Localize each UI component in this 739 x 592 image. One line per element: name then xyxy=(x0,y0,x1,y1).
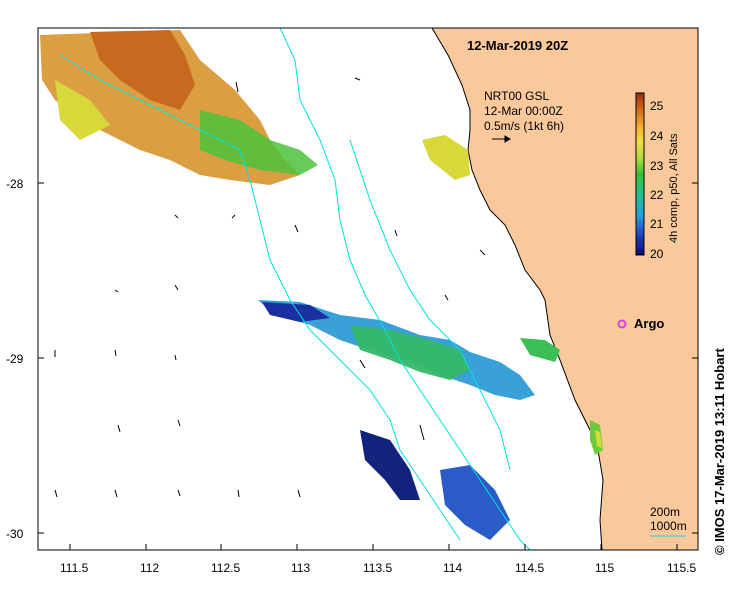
sst-dark-blue-west xyxy=(262,302,330,322)
x-tick-label: 113 xyxy=(291,561,310,575)
sst-dark-blue-south xyxy=(360,430,420,500)
depth-legend-1000m: 1000m xyxy=(650,519,687,533)
x-tick-label: 114.5 xyxy=(515,561,544,575)
sst-green-band-mid xyxy=(350,325,470,380)
legend-line-2: 12-Mar 00:00Z xyxy=(484,104,563,118)
colorbar-tick-label: 22 xyxy=(650,188,664,202)
land-mass xyxy=(431,27,699,551)
isobath-200m xyxy=(279,27,531,551)
sst-blue-south xyxy=(440,465,510,540)
sst-yellow-coast xyxy=(422,135,470,180)
x-tick-label: 112.5 xyxy=(211,561,240,575)
x-tick-label: 114 xyxy=(443,561,462,575)
x-tick-label: 115.5 xyxy=(667,561,696,575)
depth-legend-200m: 200m xyxy=(650,505,680,519)
plot-frame xyxy=(37,27,699,551)
sst-patches xyxy=(40,30,603,540)
colorbar-tick-label: 21 xyxy=(650,217,664,231)
sst-hot-core xyxy=(90,30,195,110)
legend-arrow-icon xyxy=(492,135,511,143)
isobath-1000m xyxy=(59,54,461,541)
x-tick-label: 112 xyxy=(140,561,159,575)
colorbar-tick-label: 24 xyxy=(650,129,664,143)
colorbar-tick-label: 23 xyxy=(650,159,664,173)
map-title: 12-Mar-2019 20Z xyxy=(467,38,568,53)
legend-line-3: 0.5m/s (1kt 6h) xyxy=(484,119,564,133)
sst-yellow-north xyxy=(55,80,110,140)
y-axis xyxy=(38,182,698,534)
isobath-inner xyxy=(349,139,511,471)
sst-green-coast xyxy=(520,338,560,362)
colorbar-tick-label: 20 xyxy=(650,247,664,261)
y-tick-label: -30 xyxy=(6,527,24,541)
credit-text: © IMOS 17-Mar-2019 13:11 Hobart xyxy=(712,348,727,555)
x-tick-label: 113.5 xyxy=(363,561,392,575)
sst-green-band-north xyxy=(200,110,318,175)
colorbar xyxy=(635,92,645,256)
current-vectors xyxy=(54,77,486,498)
sst-yellow-cape xyxy=(595,430,602,448)
argo-marker[interactable] xyxy=(617,319,627,329)
y-tick-label: -29 xyxy=(6,352,24,366)
argo-label: Argo xyxy=(634,316,664,331)
isobaths xyxy=(59,27,531,551)
x-tick-label: 115 xyxy=(595,561,614,575)
colorbar-label: 4h comp, p50, All Sats xyxy=(668,133,680,243)
colorbar-tick-label: 25 xyxy=(650,99,664,113)
y-tick-label: -28 xyxy=(6,177,24,191)
legend-line-1: NRT00 GSL xyxy=(484,89,549,103)
x-axis xyxy=(69,544,678,550)
x-tick-label: 111.5 xyxy=(60,561,89,575)
